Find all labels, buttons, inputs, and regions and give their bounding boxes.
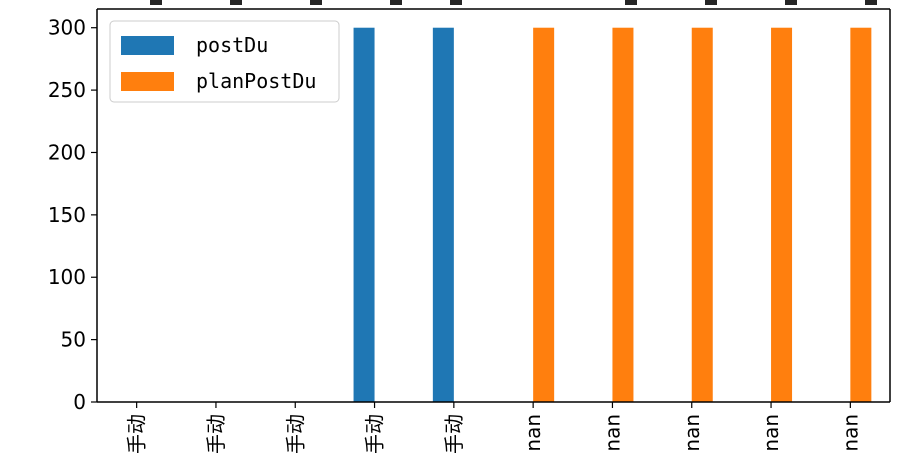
legend: postDu planPostDu <box>109 20 340 103</box>
axes: 0 50 100 150 200 250 300 手动 手动 手动 手动 手动 nan nan nan nan… <box>48 8 891 454</box>
cropped-top-labels <box>150 0 877 5</box>
x-tick-label: nan <box>680 414 704 452</box>
y-tick-label: 50 <box>61 328 86 352</box>
y-tick-label: 150 <box>48 203 86 227</box>
cropped-glyph <box>310 0 322 5</box>
x-tick-label: 手动 <box>283 414 307 454</box>
cropped-glyph <box>785 0 797 5</box>
bar-planPostDu-9 <box>850 27 872 403</box>
x-tick-label: nan <box>838 414 862 452</box>
x-tick-label: 手动 <box>125 414 149 454</box>
legend-label-planPostDu: planPostDu <box>196 69 316 93</box>
x-tick-label: 手动 <box>442 414 466 454</box>
cropped-glyph <box>625 0 637 5</box>
cropped-glyph <box>390 0 402 5</box>
cropped-glyph <box>230 0 242 5</box>
x-tick-label: nan <box>521 414 545 452</box>
y-tick-label: 100 <box>48 265 86 289</box>
x-tick-label: nan <box>600 414 624 452</box>
legend-swatch-postDu <box>121 36 174 55</box>
bar-planPostDu-8 <box>771 27 793 403</box>
y-tick-label: 250 <box>48 78 86 102</box>
bar-postDu-4 <box>432 27 454 403</box>
x-tick-label: 手动 <box>363 414 387 454</box>
y-tick-label: 200 <box>48 140 86 164</box>
y-tick-label: 0 <box>73 390 86 414</box>
bar-planPostDu-5 <box>533 27 555 403</box>
legend-label-postDu: postDu <box>196 33 268 57</box>
legend-swatch-planPostDu <box>121 72 174 91</box>
cropped-glyph <box>150 0 162 5</box>
x-tick-label: 手动 <box>204 414 228 454</box>
cropped-glyph <box>450 0 462 5</box>
cropped-glyph <box>705 0 717 5</box>
bar-planPostDu-6 <box>612 27 634 403</box>
y-tick-label: 300 <box>48 16 86 40</box>
bar-postDu-3 <box>353 27 375 403</box>
x-tick-label: nan <box>759 414 783 452</box>
bar-planPostDu-7 <box>691 27 713 403</box>
cropped-glyph <box>865 0 877 5</box>
bar-layer <box>353 27 872 403</box>
